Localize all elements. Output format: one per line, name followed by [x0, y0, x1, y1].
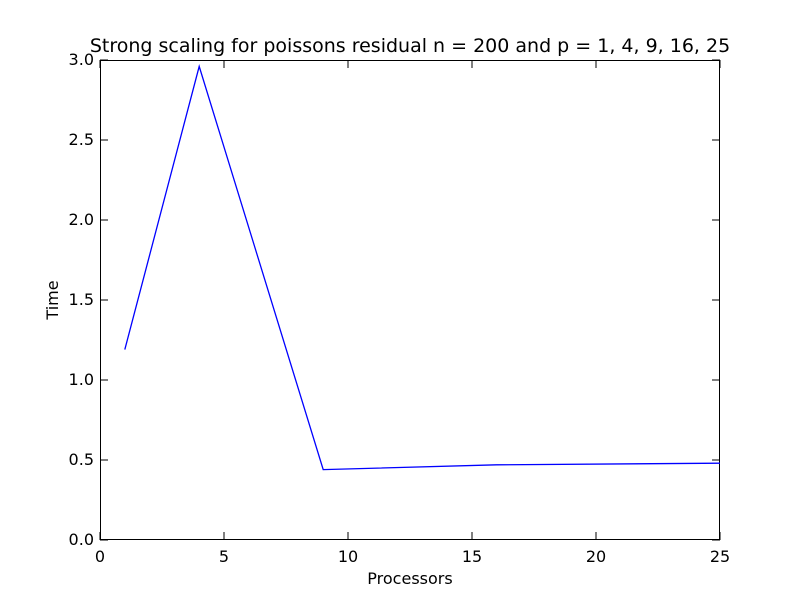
x-axis-ticks: 0 5 10 15 20 25: [95, 60, 730, 566]
series-layer: [124, 64, 721, 471]
x-tick-label: 5: [219, 547, 229, 566]
x-tick-label: 15: [462, 547, 482, 566]
x-axis-label: Processors: [367, 569, 452, 588]
x-tick-label: 20: [586, 547, 606, 566]
x-tick-label: 25: [710, 547, 730, 566]
chart-title: Strong scaling for poissons residual n =…: [90, 35, 730, 57]
y-tick-label: 1.5: [69, 290, 94, 309]
y-tick-label: 1.0: [69, 370, 94, 389]
y-axis-ticks: 0.0 0.5 1.0 1.5 2.0 2.5 3.0: [69, 50, 720, 549]
y-tick-label: 3.0: [69, 50, 94, 69]
series-line: [124, 64, 721, 471]
y-tick-label: 2.5: [69, 130, 94, 149]
x-tick-label: 10: [338, 547, 358, 566]
y-tick-label: 0.5: [69, 450, 94, 469]
y-axis-label: Time: [43, 280, 62, 320]
y-tick-label: 2.0: [69, 210, 94, 229]
y-tick-label: 0.0: [69, 530, 94, 549]
x-tick-label: 0: [95, 547, 105, 566]
